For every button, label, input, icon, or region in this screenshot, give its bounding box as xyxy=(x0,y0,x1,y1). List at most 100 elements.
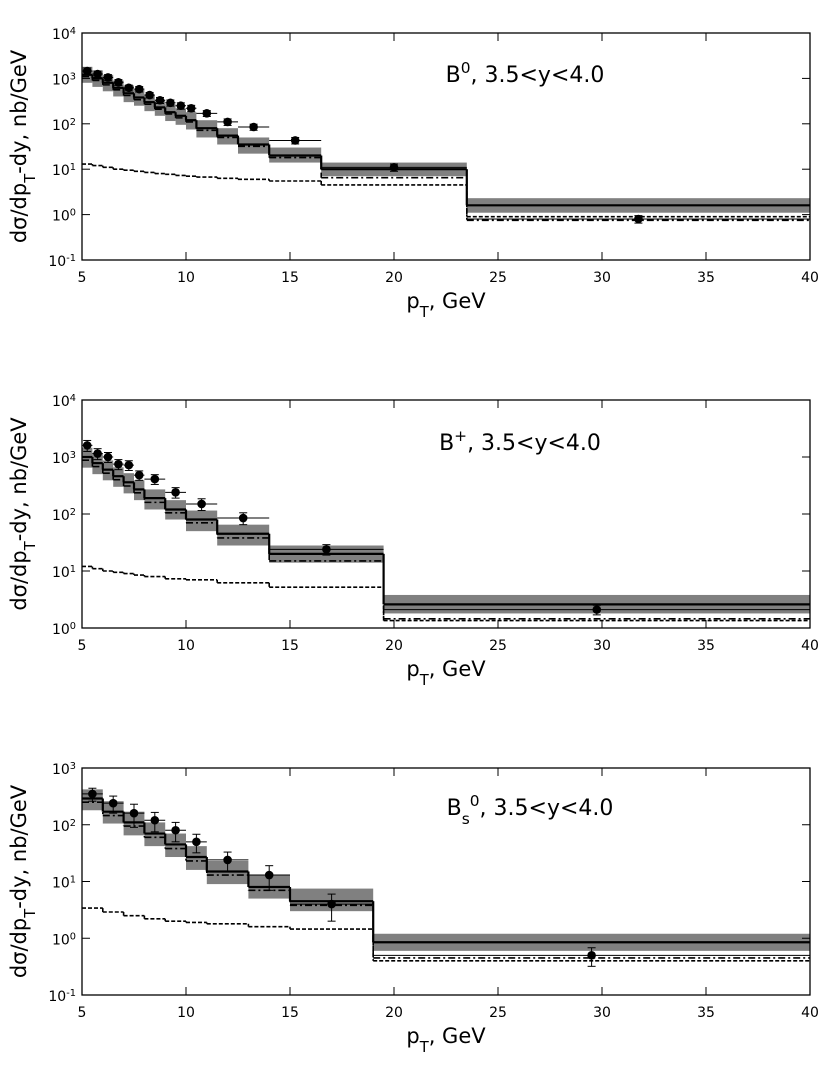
data-point xyxy=(186,103,196,113)
y-tick-label: 103 xyxy=(52,71,76,89)
data-point xyxy=(155,95,165,105)
x-tick-label: 40 xyxy=(801,270,819,286)
label-part: T xyxy=(419,672,430,689)
tick-exponent: 1 xyxy=(70,162,76,173)
label-part: p xyxy=(406,1024,419,1048)
x-tick-label: 30 xyxy=(593,638,611,654)
y-tick-label: 102 xyxy=(52,817,76,835)
data-point xyxy=(150,815,160,825)
label-part: B xyxy=(447,796,462,821)
label-part: B xyxy=(446,63,461,88)
label-part: , GeV xyxy=(429,289,487,313)
tick-exponent: 4 xyxy=(70,393,76,404)
tick-base: 10 xyxy=(52,876,70,892)
tick-base: 10 xyxy=(52,932,70,948)
label-part: s xyxy=(462,810,470,828)
x-tick-label: 20 xyxy=(385,638,403,654)
data-point xyxy=(171,825,180,835)
label-part: -dy, nb/GeV xyxy=(7,49,31,174)
x-tick-label: 10 xyxy=(177,638,195,654)
tick-base: 10 xyxy=(52,819,70,835)
y-tick-label: 101 xyxy=(52,162,76,180)
panel-title: B+, 3.5<y<4.0 xyxy=(439,427,601,456)
data-point xyxy=(322,545,331,554)
data-point xyxy=(389,163,399,172)
x-tick-label: 25 xyxy=(489,270,507,286)
label-part: -dy, nb/GeV xyxy=(7,417,31,542)
tick-base: 10 xyxy=(52,565,70,581)
y-tick-label: 101 xyxy=(52,564,76,582)
data-point xyxy=(223,855,232,865)
y-tick-label: 102 xyxy=(52,507,76,525)
panel-title: B0, 3.5<y<4.0 xyxy=(446,59,605,88)
data-point xyxy=(290,136,300,145)
tick-exponent: 0 xyxy=(70,931,76,942)
data-point xyxy=(327,899,336,909)
tick-base: 10 xyxy=(52,508,70,524)
y-tick-label: 100 xyxy=(52,621,76,639)
plot-frame xyxy=(81,32,811,261)
data-point xyxy=(82,66,92,76)
tick-base: 10 xyxy=(52,451,70,467)
tick-base: 10 xyxy=(52,209,70,225)
x-axis-label: pT, GeV xyxy=(406,289,486,321)
y-axis-label: dσ/dpT-dy, nb/GeV xyxy=(7,49,39,243)
x-tick-label: 40 xyxy=(801,638,819,654)
y-axis-label: dσ/dpT-dy, nb/GeV xyxy=(7,784,39,978)
x-tick-label: 25 xyxy=(489,638,507,654)
x-tick-label: 20 xyxy=(385,270,403,286)
tick-exponent: -1 xyxy=(66,988,76,999)
tick-base: 10 xyxy=(52,622,70,638)
data-point xyxy=(223,117,232,127)
data-point xyxy=(264,870,274,880)
x-tick-label: 5 xyxy=(78,638,87,654)
y-tick-label: 100 xyxy=(52,207,76,225)
tick-exponent: 0 xyxy=(70,207,76,218)
tick-exponent: 3 xyxy=(70,761,76,772)
data-point xyxy=(176,101,186,111)
data-point xyxy=(103,73,113,82)
x-axis-label: pT, GeV xyxy=(406,1024,486,1056)
x-tick-label: 15 xyxy=(281,1005,299,1021)
x-tick-label: 30 xyxy=(593,270,611,286)
y-axis-label: dσ/dpT-dy, nb/GeV xyxy=(7,417,39,611)
data-point xyxy=(82,441,92,450)
band xyxy=(144,489,166,510)
band xyxy=(186,510,218,532)
y-tick-label: 103 xyxy=(52,761,76,779)
x-tick-label: 35 xyxy=(697,638,715,654)
data-point xyxy=(634,214,643,224)
label-part: , 3.5<y<4.0 xyxy=(471,63,605,88)
label-part: dσ/dp xyxy=(7,183,31,243)
label-part: T xyxy=(419,1039,430,1056)
x-tick-label: 40 xyxy=(801,1005,819,1021)
data-point xyxy=(592,605,602,614)
tick-exponent: 2 xyxy=(70,116,76,127)
x-tick-label: 15 xyxy=(281,638,299,654)
data-point xyxy=(124,83,134,93)
y-tick-label: 104 xyxy=(52,393,76,411)
data-point xyxy=(249,122,258,132)
data-point xyxy=(103,452,113,462)
data-point xyxy=(134,470,144,480)
data-point xyxy=(134,84,144,94)
tick-exponent: 3 xyxy=(70,450,76,461)
data-point xyxy=(93,69,102,79)
tick-base: 10 xyxy=(52,762,70,778)
label-part: B xyxy=(439,431,454,456)
tick-exponent: 0 xyxy=(70,621,76,632)
data-point xyxy=(166,98,175,108)
x-tick-label: 5 xyxy=(78,1005,87,1021)
band xyxy=(217,524,270,546)
label-part: , 3.5<y<4.0 xyxy=(467,431,601,456)
y-tick-label: 100 xyxy=(52,931,76,949)
tick-exponent: 3 xyxy=(70,71,76,82)
data-point xyxy=(171,488,180,497)
data-point xyxy=(192,837,201,847)
y-tick-label: 103 xyxy=(52,450,76,468)
label-part: T xyxy=(22,908,39,919)
label-part: 0 xyxy=(470,792,480,810)
tick-exponent: 4 xyxy=(70,26,76,37)
data-point xyxy=(197,499,206,509)
